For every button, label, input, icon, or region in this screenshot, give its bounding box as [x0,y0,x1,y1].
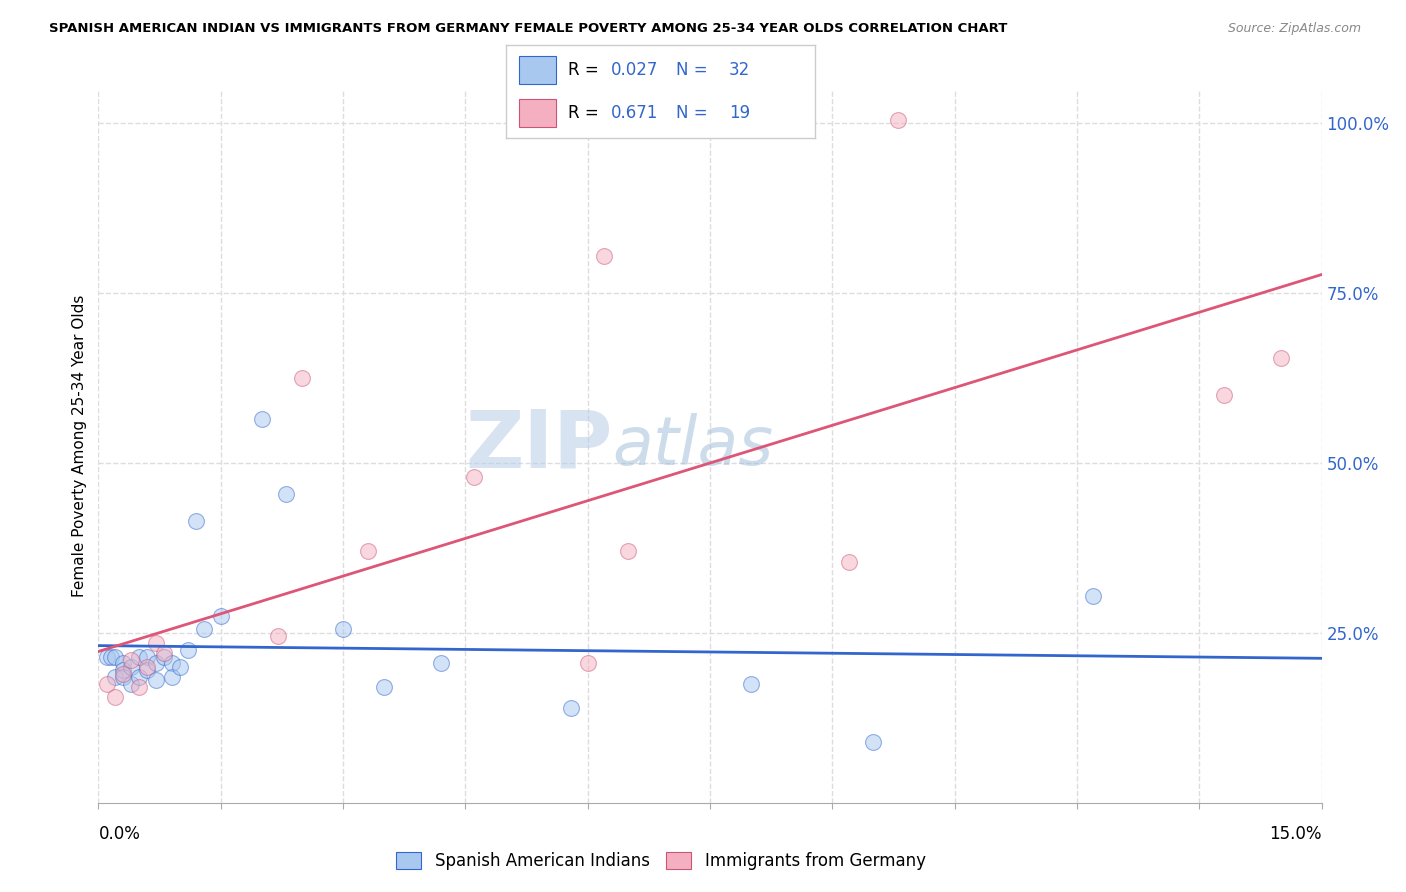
Point [128,670,150,684]
Point [1270,351,1292,365]
Point [740,677,762,691]
Legend: Spanish American Indians, Immigrants from Germany: Spanish American Indians, Immigrants fro… [389,845,932,877]
Text: SPANISH AMERICAN INDIAN VS IMMIGRANTS FROM GERMANY FEMALE POVERTY AMONG 25-34 YE: SPANISH AMERICAN INDIAN VS IMMIGRANTS FR… [49,22,1008,36]
Text: R =: R = [568,104,605,122]
Point [267,629,290,643]
Text: 19: 19 [728,104,749,122]
Point [111,663,134,677]
Point [291,371,314,385]
Point [100,649,122,664]
Point [356,544,378,558]
Point [373,680,395,694]
Point [152,646,174,660]
Point [169,660,191,674]
Y-axis label: Female Poverty Among 25-34 Year Olds: Female Poverty Among 25-34 Year Olds [72,295,87,597]
Point [160,657,183,671]
Point [111,657,134,671]
Point [430,657,453,671]
Point [1212,388,1234,402]
Point [617,544,640,558]
Text: Source: ZipAtlas.com: Source: ZipAtlas.com [1227,22,1361,36]
Point [838,555,860,569]
Point [152,649,174,664]
Point [186,514,208,528]
Text: 0.0%: 0.0% [98,825,141,843]
Text: N =: N = [676,61,713,78]
Point [111,670,134,684]
Text: atlas: atlas [612,413,773,479]
Point [96,677,118,691]
Point [136,649,159,664]
Point [104,649,127,664]
Point [1083,589,1105,603]
Point [177,643,200,657]
Point [120,653,142,667]
Point [593,249,616,263]
Text: ZIP: ZIP [465,407,612,485]
Point [128,680,150,694]
Point [104,690,127,705]
Point [250,412,273,426]
Point [274,486,297,500]
Text: 32: 32 [728,61,751,78]
Point [560,700,582,714]
Point [128,649,150,664]
Point [193,623,215,637]
Point [463,469,485,483]
Text: 0.027: 0.027 [612,61,658,78]
Point [332,623,354,637]
FancyBboxPatch shape [519,56,555,84]
Point [209,608,232,623]
Point [96,649,118,664]
Point [862,734,884,748]
Point [120,677,142,691]
FancyBboxPatch shape [519,99,555,127]
Point [136,660,159,674]
Point [111,666,134,681]
Point [160,670,183,684]
Text: N =: N = [676,104,713,122]
Point [145,657,167,671]
Point [886,112,908,127]
Point [120,660,142,674]
Point [145,636,167,650]
Text: 0.671: 0.671 [612,104,658,122]
Text: R =: R = [568,61,605,78]
Point [104,670,127,684]
Text: 15.0%: 15.0% [1270,825,1322,843]
Point [145,673,167,688]
Point [576,657,599,671]
Point [136,663,159,677]
